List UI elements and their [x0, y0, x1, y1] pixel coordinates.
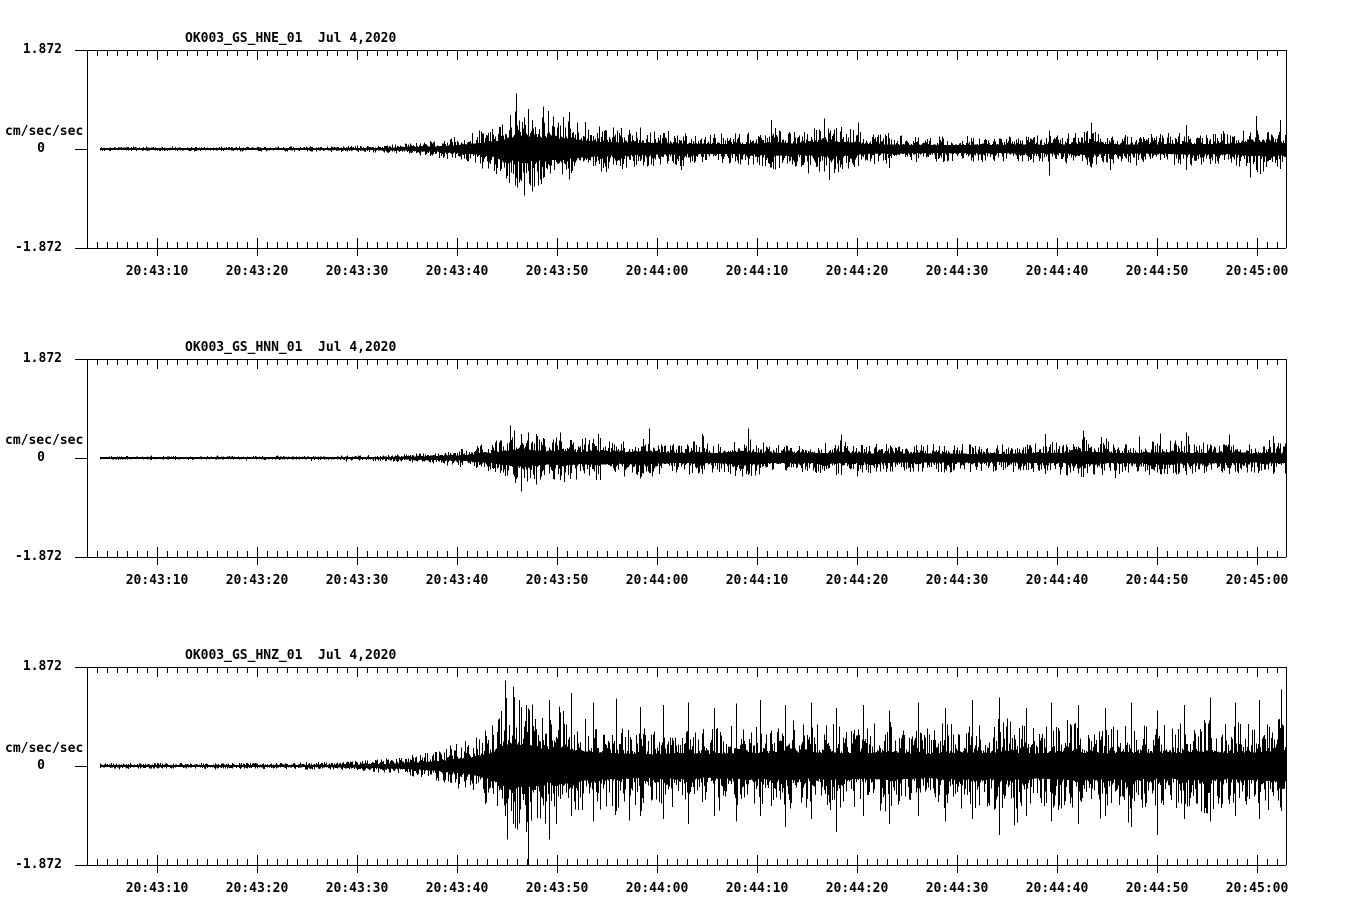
waveform-spikes	[516, 93, 1281, 196]
x-tick-label: 20:44:20	[826, 264, 889, 279]
x-tick-label: 20:44:40	[1026, 573, 1089, 588]
x-tick-label: 20:44:20	[826, 573, 889, 588]
x-tick-label: 20:43:10	[126, 573, 189, 588]
time-ticks	[97, 667, 1278, 873]
y-min-label: -1.872	[15, 857, 62, 872]
y-axis-unit-label: cm/sec/sec	[5, 741, 84, 756]
x-tick-label: 20:45:00	[1226, 264, 1289, 279]
y-zero-label: 0	[37, 450, 45, 465]
y-axis-unit-label: cm/sec/sec	[5, 433, 84, 448]
y-max-label: 1.872	[22, 42, 62, 57]
x-tick-label: 20:44:10	[726, 881, 789, 896]
y-min-label: -1.872	[15, 240, 62, 255]
x-tick-label: 20:44:50	[1126, 573, 1189, 588]
panel-title: OK003_GS_HNE_01 Jul 4,2020	[185, 31, 397, 46]
x-tick-label: 20:43:20	[226, 881, 289, 896]
x-tick-label: 20:43:50	[526, 881, 589, 896]
waveform-spikes	[505, 680, 1282, 865]
x-tick-label: 20:43:20	[226, 573, 289, 588]
x-tick-label: 20:44:20	[826, 881, 889, 896]
x-tick-label: 20:45:00	[1226, 573, 1289, 588]
x-tick-label: 20:44:50	[1126, 264, 1189, 279]
x-tick-label: 20:43:30	[326, 573, 389, 588]
time-ticks	[97, 359, 1278, 565]
x-tick-label: 20:44:30	[926, 573, 989, 588]
panel-title: OK003_GS_HNZ_01 Jul 4,2020	[185, 648, 397, 663]
x-tick-label: 20:44:10	[726, 264, 789, 279]
y-zero-label: 0	[37, 758, 45, 773]
x-tick-label: 20:43:40	[426, 264, 489, 279]
waveform-trace	[100, 697, 1287, 840]
x-tick-label: 20:44:30	[926, 881, 989, 896]
x-tick-label: 20:43:50	[526, 264, 589, 279]
x-tick-label: 20:44:40	[1026, 264, 1089, 279]
panel-hne: 20:43:10 20:43:20 20:43:30 20:43:40 20:43:50…	[75, 50, 1288, 279]
x-tick-label: 20:44:00	[626, 573, 689, 588]
x-tick-label: 20:43:50	[526, 573, 589, 588]
x-tick-label: 20:44:10	[726, 573, 789, 588]
panel-title: OK003_GS_HNN_01 Jul 4,2020	[185, 340, 397, 355]
x-tick-label: 20:44:00	[626, 264, 689, 279]
y-min-label: -1.872	[15, 549, 62, 564]
x-tick-label: 20:43:30	[326, 881, 389, 896]
panel-hnz: 20:43:10 20:43:20 20:43:30 20:43:40 20:43:50…	[75, 667, 1288, 896]
y-max-label: 1.872	[22, 659, 62, 674]
waveform-trace	[100, 425, 1287, 484]
x-tick-label: 20:43:10	[126, 881, 189, 896]
x-tick-label: 20:43:40	[426, 573, 489, 588]
y-max-label: 1.872	[22, 351, 62, 366]
x-tick-label: 20:43:20	[226, 264, 289, 279]
waveform-trace	[100, 108, 1287, 188]
x-tick-label: 20:43:30	[326, 264, 389, 279]
x-tick-label: 20:44:40	[1026, 881, 1089, 896]
y-axis-unit-label: cm/sec/sec	[5, 124, 84, 139]
x-tick-label: 20:44:30	[926, 264, 989, 279]
x-tick-label: 20:43:10	[126, 264, 189, 279]
time-ticks	[97, 50, 1278, 256]
waveform-spikes	[514, 428, 1274, 492]
x-tick-label: 20:44:00	[626, 881, 689, 896]
y-zero-label: 0	[37, 141, 45, 156]
x-tick-label: 20:44:50	[1126, 881, 1189, 896]
x-tick-label: 20:45:00	[1226, 881, 1289, 896]
panel-hnn: 20:43:10 20:43:20 20:43:30 20:43:40 20:43:50…	[75, 359, 1288, 588]
x-tick-label: 20:43:40	[426, 881, 489, 896]
